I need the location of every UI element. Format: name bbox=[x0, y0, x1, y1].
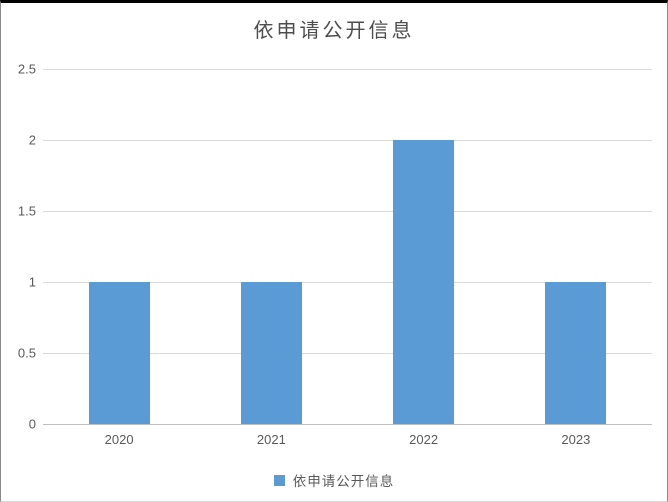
bar-2023 bbox=[545, 282, 607, 424]
legend-swatch-icon bbox=[273, 474, 285, 486]
bar-2022 bbox=[393, 140, 455, 424]
bar-2020 bbox=[88, 282, 150, 424]
legend: 依申请公开信息 bbox=[1, 470, 667, 490]
bar-2021 bbox=[240, 282, 302, 424]
gridline bbox=[43, 282, 652, 283]
y-tick-label: 0.5 bbox=[17, 345, 36, 361]
x-axis-line bbox=[43, 424, 652, 425]
chart-title: 依申请公开信息 bbox=[253, 20, 415, 42]
gridline bbox=[43, 353, 652, 354]
x-tick-label: 2022 bbox=[409, 432, 439, 447]
y-tick-label: 0 bbox=[28, 416, 36, 432]
gridline bbox=[43, 211, 652, 212]
x-tick-label: 2020 bbox=[104, 432, 134, 447]
x-tick-label: 2021 bbox=[256, 432, 286, 447]
x-tick-label: 2023 bbox=[561, 432, 591, 447]
y-tick-label: 2 bbox=[28, 132, 36, 148]
y-tick-label: 2.5 bbox=[17, 61, 36, 77]
gridline bbox=[43, 69, 652, 70]
plot-area: 0 0.5 1 1.5 2 2.5 2020 2021 2022 2023 bbox=[18, 62, 652, 447]
legend-label: 依申请公开信息 bbox=[292, 474, 395, 489]
gridline bbox=[43, 140, 652, 141]
y-tick-label: 1 bbox=[28, 274, 36, 290]
y-tick-label: 1.5 bbox=[17, 203, 36, 219]
